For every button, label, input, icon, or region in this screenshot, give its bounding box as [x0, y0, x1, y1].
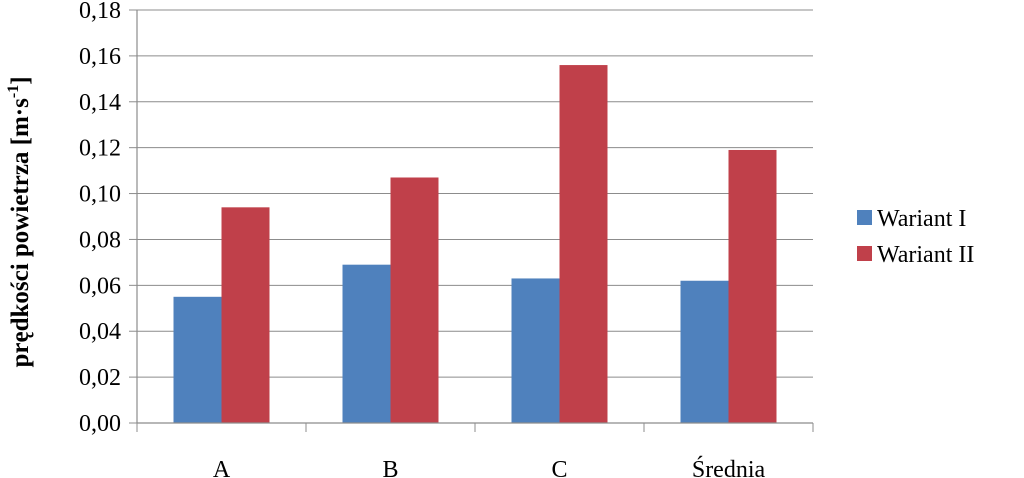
y-tick-label: 0,04	[79, 319, 121, 345]
x-tick-label: C	[551, 457, 567, 478]
y-tick-label: 0,06	[79, 273, 121, 299]
y-tick-label: 0,00	[79, 411, 121, 437]
y-tick-labels: 0,00 0,02 0,04 0,06 0,08 0,10 0,12 0,14 0,16 0,18	[79, 0, 121, 437]
x-tick-label: B	[382, 457, 398, 478]
y-tick-label: 0,14	[79, 90, 121, 116]
y-axis-label-main: prędkości powietrza [m·s	[7, 98, 34, 368]
y-axis-label-suffix: ]	[7, 76, 34, 84]
bars	[173, 65, 777, 424]
legend-swatch	[857, 210, 872, 225]
y-tick-label: 0,12	[79, 136, 121, 162]
legend-swatch	[857, 246, 872, 261]
y-tick-label: 0,16	[79, 44, 121, 70]
legend-label: Wariant II	[877, 242, 974, 268]
axes	[129, 9, 814, 432]
bar-2-4	[728, 149, 777, 423]
x-tick-labels: A B C Średnia	[213, 456, 766, 478]
bar-2-1	[221, 207, 270, 423]
legend-label: Wariant I	[877, 206, 966, 232]
bar-1-2	[342, 264, 391, 423]
bar-1-1	[173, 296, 222, 423]
y-axis-label-sup: -1	[5, 85, 22, 98]
y-tick-label: 0,08	[79, 227, 121, 253]
y-tick-label: 0,10	[79, 182, 121, 208]
bar-2-2	[390, 177, 439, 423]
y-axis-label: prędkości powietrza [m·s-1]	[5, 76, 34, 367]
y-tick-label: 0,02	[79, 365, 121, 391]
bar-1-3	[511, 278, 560, 423]
bar-1-4	[680, 280, 729, 423]
x-tick-label: A	[213, 457, 231, 478]
bar-2-3	[559, 65, 608, 424]
y-tick-label: 0,18	[79, 0, 121, 24]
legend: Wariant I Wariant II	[857, 206, 974, 268]
x-tick-label: Średnia	[692, 456, 766, 478]
